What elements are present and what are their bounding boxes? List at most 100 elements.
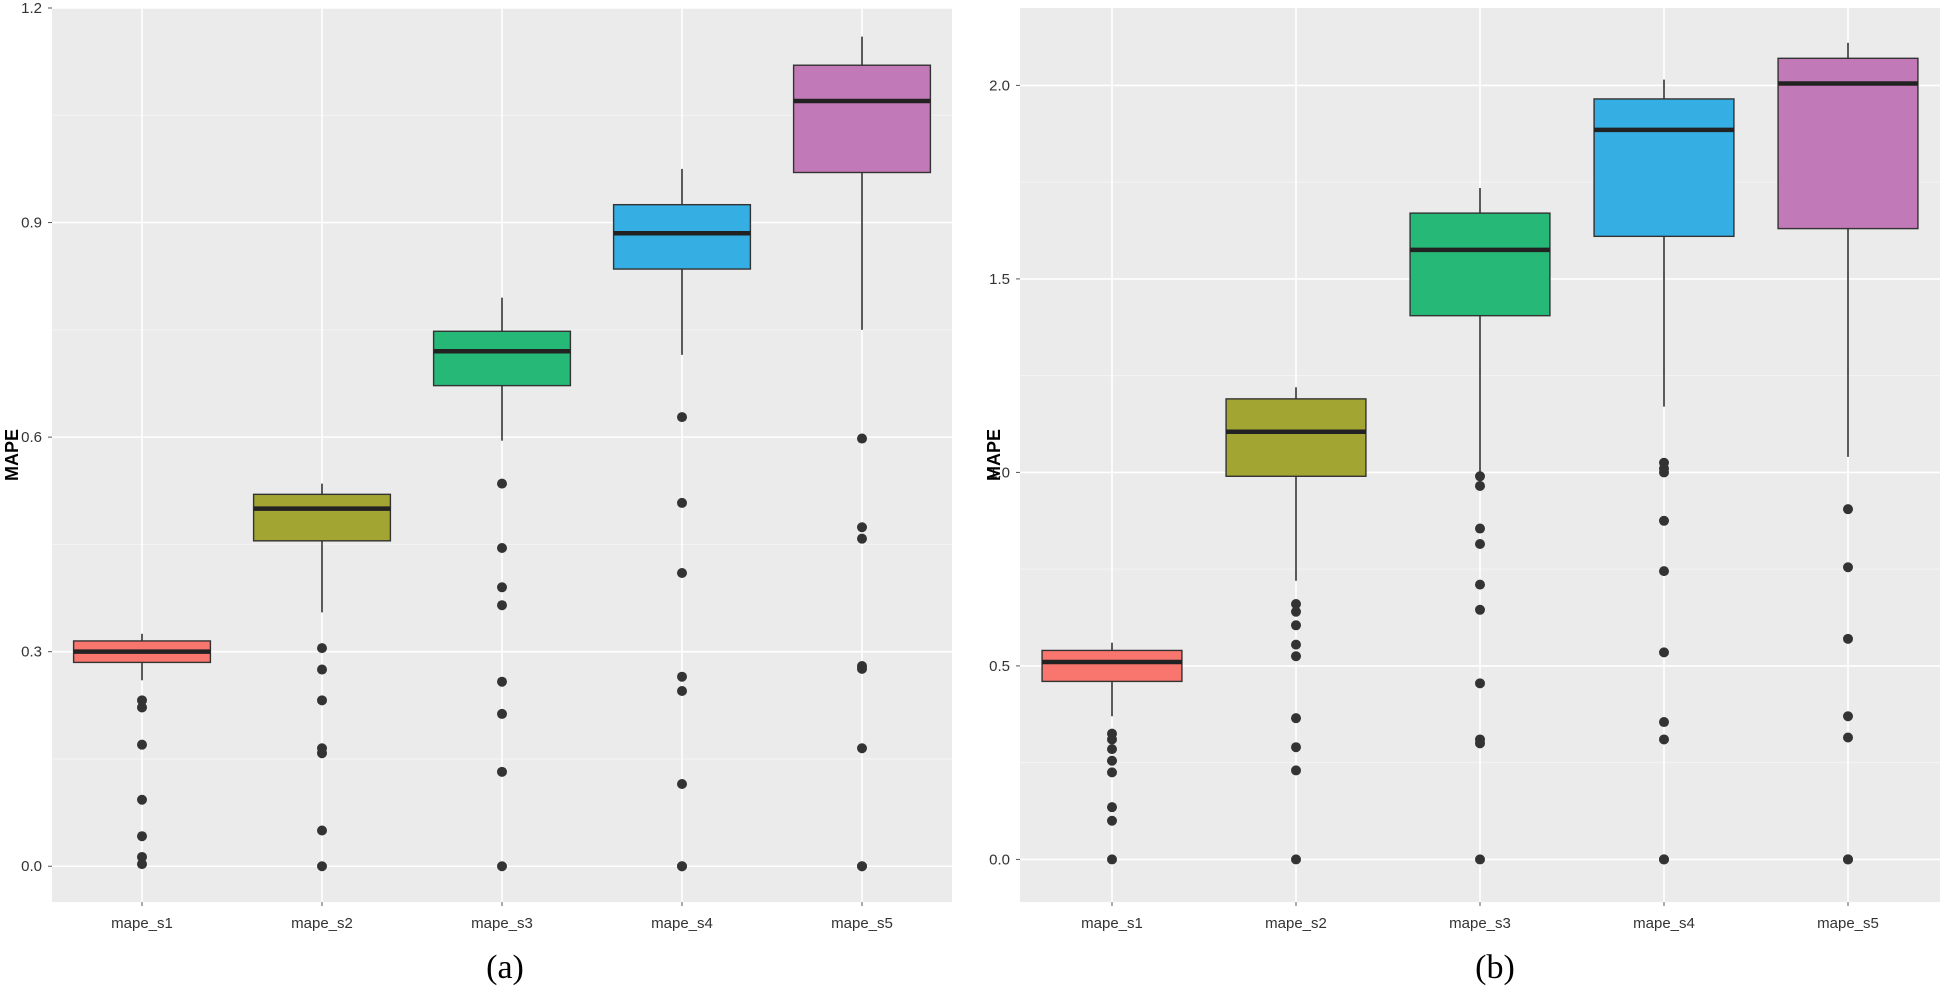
outlier-point	[497, 676, 507, 687]
outlier-point	[1659, 515, 1669, 526]
outlier-point	[137, 831, 147, 842]
outlier-point	[137, 739, 147, 750]
outlier-point	[1107, 734, 1117, 745]
outlier-point	[1475, 678, 1485, 689]
outlier-point	[1475, 738, 1485, 749]
x-tick-label: mape_s4	[651, 915, 713, 932]
outlier-point	[497, 861, 507, 872]
outlier-point	[317, 643, 327, 654]
outlier-point	[317, 861, 327, 872]
y-tick-label: 1.2	[21, 0, 42, 17]
outlier-point	[497, 478, 507, 489]
y-tick-label: 0.0	[989, 851, 1010, 868]
outlier-point	[1659, 854, 1669, 865]
outlier-point	[857, 533, 867, 544]
outlier-point	[677, 671, 687, 682]
outlier-point	[317, 695, 327, 706]
outlier-point	[1659, 467, 1669, 478]
outlier-point	[1843, 854, 1853, 865]
y-axis-title: MAPE	[984, 429, 1004, 481]
outlier-point	[1843, 504, 1853, 515]
y-tick-label: 0.6	[21, 429, 42, 446]
x-tick-label: mape_s2	[291, 915, 353, 932]
panel-caption-a: (a)	[486, 949, 524, 986]
outlier-point	[1291, 599, 1301, 609]
outlier-point	[1291, 606, 1301, 617]
y-tick-label: 0.5	[989, 658, 1010, 675]
panel-b: 0.0 0.5 1.0 1.5 2.0 MAPE mape_s1 mape_s2 mape_s3…	[984, 8, 1940, 932]
box-mape_s2	[1225, 398, 1367, 477]
y-tick-label: 1.5	[989, 271, 1010, 288]
x-tick-label: mape_s3	[1449, 915, 1511, 932]
outlier-point	[1659, 717, 1669, 728]
box-mape_s2	[252, 493, 392, 542]
outlier-point	[137, 702, 147, 713]
outlier-point	[1475, 539, 1485, 550]
outlier-point	[497, 582, 507, 593]
outlier-point	[677, 861, 687, 872]
outlier-point	[497, 542, 507, 553]
outlier-point	[317, 748, 327, 759]
outlier-point	[1291, 742, 1301, 753]
outlier-point	[137, 794, 147, 805]
outlier-point	[497, 600, 507, 611]
x-tick-label: mape_s3	[471, 915, 533, 932]
outlier-point	[1475, 579, 1485, 590]
outlier-point	[677, 778, 687, 789]
x-tick-label: mape_s1	[111, 915, 173, 932]
outlier-point	[1107, 755, 1117, 766]
outlier-point	[677, 686, 687, 697]
outlier-point	[677, 412, 687, 423]
y-tick-label: 0.9	[21, 215, 42, 232]
outlier-point	[1843, 633, 1853, 644]
outlier-point	[1475, 523, 1485, 534]
y-tick-label: 0.0	[21, 858, 42, 875]
outlier-point	[1843, 732, 1853, 743]
x-tick-label: mape_s4	[1633, 915, 1695, 932]
outlier-point	[1107, 767, 1117, 778]
outlier-point	[1475, 604, 1485, 615]
outlier-point	[1659, 566, 1669, 577]
outlier-point	[857, 433, 867, 444]
outlier-point	[1107, 802, 1117, 813]
outlier-point	[857, 663, 867, 674]
x-tick-label: mape_s1	[1081, 915, 1143, 932]
outlier-point	[1291, 854, 1301, 865]
outlier-point	[677, 497, 687, 508]
x-tick-label: mape_s2	[1265, 915, 1327, 932]
x-tick-label: mape_s5	[831, 915, 893, 932]
outlier-point	[1291, 713, 1301, 724]
box-mape_s3	[432, 330, 572, 387]
outlier-point	[1107, 854, 1117, 865]
outlier-point	[1291, 620, 1301, 631]
outlier-point	[1475, 480, 1485, 491]
outlier-point	[317, 825, 327, 836]
box-mape_s4	[612, 203, 752, 270]
outlier-point	[1843, 562, 1853, 573]
outlier-point	[497, 708, 507, 719]
y-axis-title: MAPE	[2, 429, 22, 481]
box-mape_s1	[1041, 649, 1183, 683]
box-mape_s5	[1777, 57, 1919, 230]
outlier-point	[1659, 647, 1669, 658]
outlier-point	[1291, 765, 1301, 776]
outlier-point	[137, 695, 147, 706]
panel-a: 0.0 0.3 0.6 0.9 1.2 MAPE mape_s1 mape_s2 mape_s3…	[2, 0, 952, 932]
outlier-point	[1843, 711, 1853, 722]
outlier-point	[1475, 471, 1485, 482]
outlier-point	[137, 859, 147, 870]
panel-caption-b: (b)	[1475, 949, 1515, 986]
outlier-point	[857, 522, 867, 533]
y-tick-label: 0.3	[21, 644, 42, 661]
box-mape_s4	[1593, 98, 1735, 238]
outlier-point	[857, 743, 867, 754]
outlier-point	[1475, 854, 1485, 865]
outlier-point	[497, 766, 507, 777]
outlier-point	[857, 861, 867, 872]
box-mape_s3	[1409, 212, 1551, 317]
outlier-point	[1291, 651, 1301, 662]
y-tick-label: 2.0	[989, 77, 1010, 94]
outlier-point	[137, 851, 147, 862]
outlier-point	[677, 568, 687, 579]
